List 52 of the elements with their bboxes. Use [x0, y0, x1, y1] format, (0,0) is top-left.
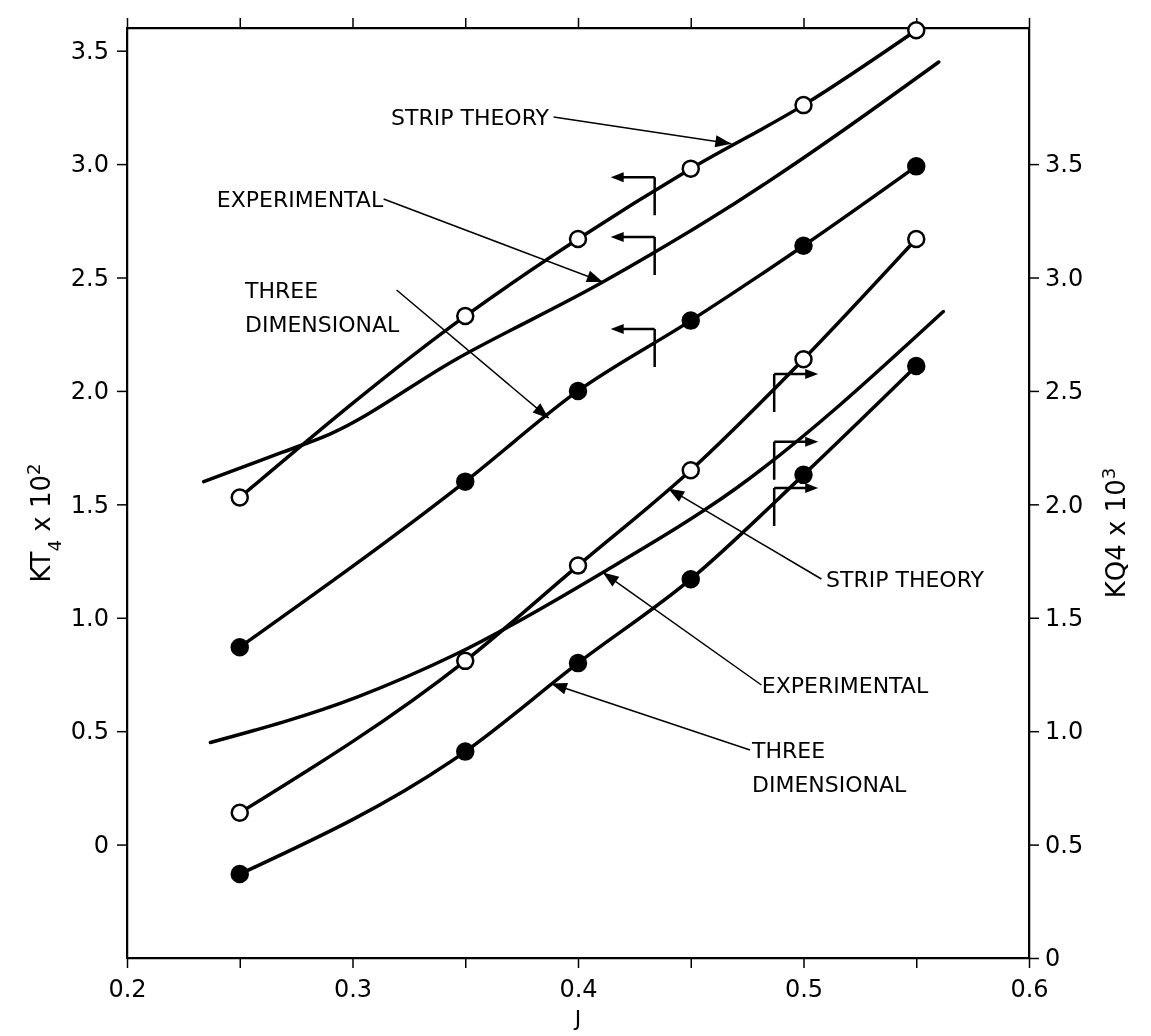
- point: [681, 569, 700, 589]
- point: [681, 159, 700, 178]
- x-tick-label: 0.2: [108, 975, 147, 1004]
- point: [568, 556, 588, 575]
- point: [230, 637, 249, 657]
- y2-tick-label: 3.0: [1045, 263, 1084, 292]
- y2-tick-label: 2.0: [1045, 490, 1084, 519]
- y-tick-label: 1.5: [70, 490, 109, 519]
- point: [568, 229, 588, 249]
- point: [794, 95, 813, 115]
- x-tick-label: 0.5: [784, 975, 824, 1004]
- annotation: EXPERIMENTAL: [761, 673, 929, 698]
- point: [456, 742, 475, 761]
- point: [456, 651, 475, 671]
- y-tick-label: 0.5: [70, 717, 109, 746]
- y2-tick-label: 0: [1045, 944, 1061, 973]
- y2-tick-label: 3.5: [1045, 150, 1084, 179]
- point: [794, 349, 813, 369]
- y2-tick-label: 1.0: [1045, 717, 1084, 746]
- annotation: THREE DIMENSIONAL: [751, 738, 908, 797]
- y2-tick-label: 0.5: [1045, 830, 1084, 859]
- point: [230, 488, 249, 507]
- annotation: STRIP THEORY: [391, 105, 550, 130]
- y-tick-label: 0: [93, 830, 109, 859]
- point: [907, 356, 926, 376]
- point: [794, 465, 813, 485]
- x-tick-label: 0.3: [333, 975, 373, 1004]
- point: [456, 472, 475, 491]
- y-tick-label: 2.5: [70, 263, 109, 292]
- point: [907, 229, 926, 249]
- annotation: THREE DIMENSIONAL: [244, 278, 401, 337]
- point: [568, 653, 588, 673]
- y2-tick-label: 1.5: [1045, 603, 1084, 632]
- y-tick-label: 3.5: [70, 36, 109, 65]
- y-tick-label: 1.0: [70, 603, 109, 632]
- point: [907, 21, 926, 40]
- point: [681, 311, 700, 330]
- y-tick-label: 3.0: [70, 150, 109, 179]
- point: [681, 461, 700, 480]
- y2-tick-label: 2.5: [1045, 377, 1084, 406]
- annotation: STRIP THEORY: [826, 567, 985, 592]
- x-tick-label: 0.4: [559, 975, 598, 1004]
- x-tick-label: 0.6: [1010, 975, 1049, 1004]
- y-tick-label: 2.0: [70, 377, 109, 406]
- point: [907, 157, 926, 176]
- point: [456, 306, 475, 326]
- point: [794, 236, 813, 256]
- annotation: EXPERIMENTAL: [216, 187, 384, 212]
- point: [230, 803, 249, 823]
- point: [568, 381, 588, 401]
- point: [230, 864, 249, 884]
- x-axis-title: J: [572, 1006, 582, 1031]
